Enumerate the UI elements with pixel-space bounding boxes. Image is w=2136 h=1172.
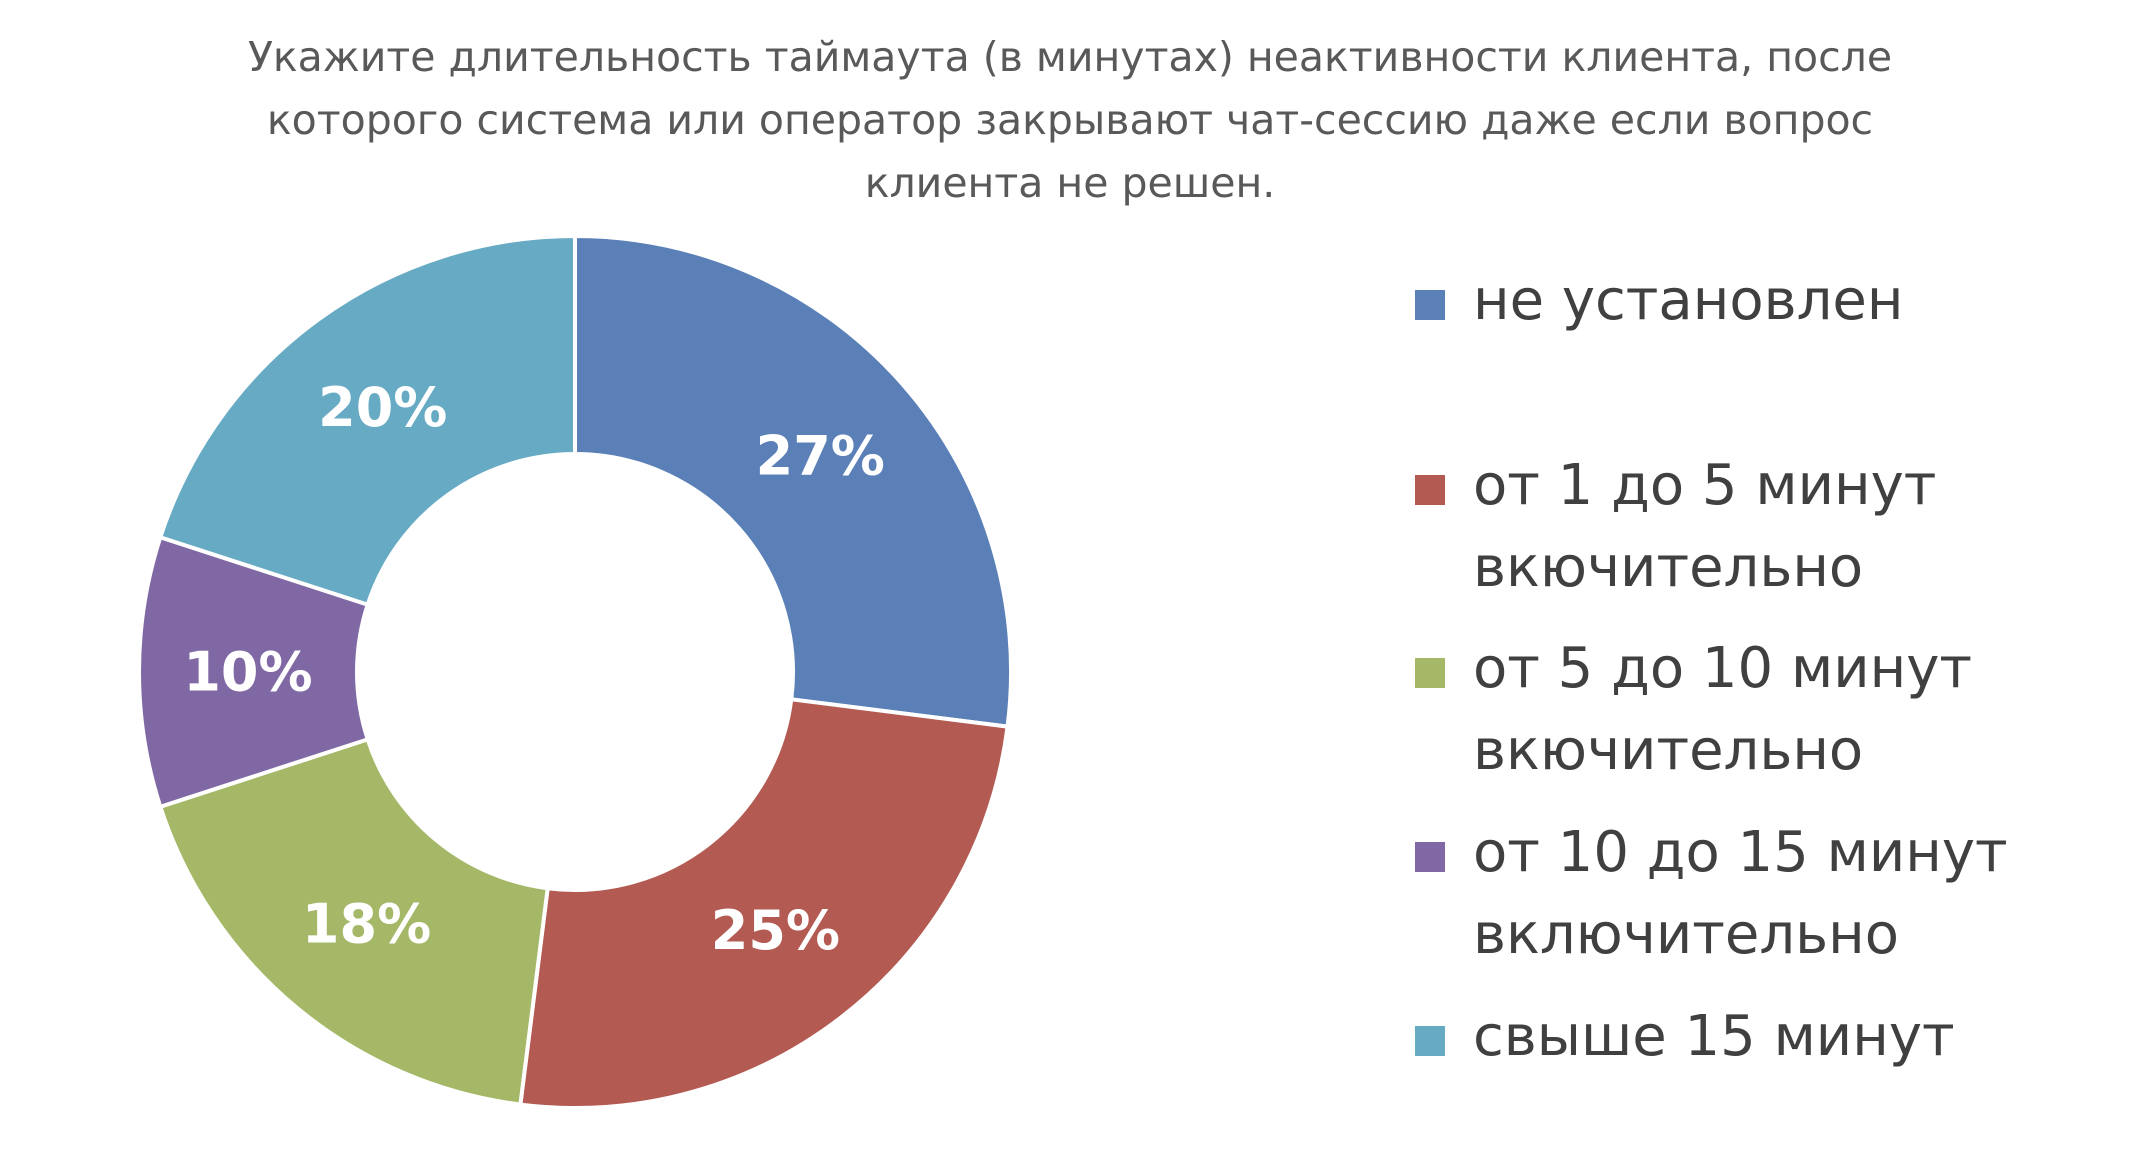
legend-swatch bbox=[1415, 1026, 1445, 1056]
legend-label: не установлен bbox=[1473, 268, 1904, 333]
legend-label: от 5 до 10 минут вкючительно bbox=[1473, 636, 1972, 783]
data-label-over-15-min: 20% bbox=[318, 376, 447, 439]
legend-swatch bbox=[1415, 842, 1445, 872]
chart-title: Укажите длительность таймаута (в минутах… bbox=[247, 33, 1893, 207]
legend-label: от 10 до 15 минут включительно bbox=[1473, 820, 2008, 967]
donut-slice-over-15-min bbox=[157, 233, 577, 608]
data-label-5-10-min: 18% bbox=[302, 892, 431, 955]
donut-slice-not-set bbox=[573, 233, 1013, 729]
legend-label: от 1 до 5 минут вкючительно bbox=[1473, 453, 1937, 600]
donut-slice-1-5-min bbox=[518, 697, 1010, 1110]
data-label-not-set: 27% bbox=[756, 424, 885, 487]
legend-label: свыше 15 минут bbox=[1473, 1004, 1955, 1069]
data-label-10-15-min: 10% bbox=[183, 641, 312, 704]
data-label-1-5-min: 25% bbox=[711, 899, 840, 962]
legend-swatch bbox=[1415, 658, 1445, 688]
donut-slice-5-10-min bbox=[157, 736, 550, 1107]
legend-swatch bbox=[1415, 475, 1445, 505]
legend-swatch bbox=[1415, 290, 1445, 320]
